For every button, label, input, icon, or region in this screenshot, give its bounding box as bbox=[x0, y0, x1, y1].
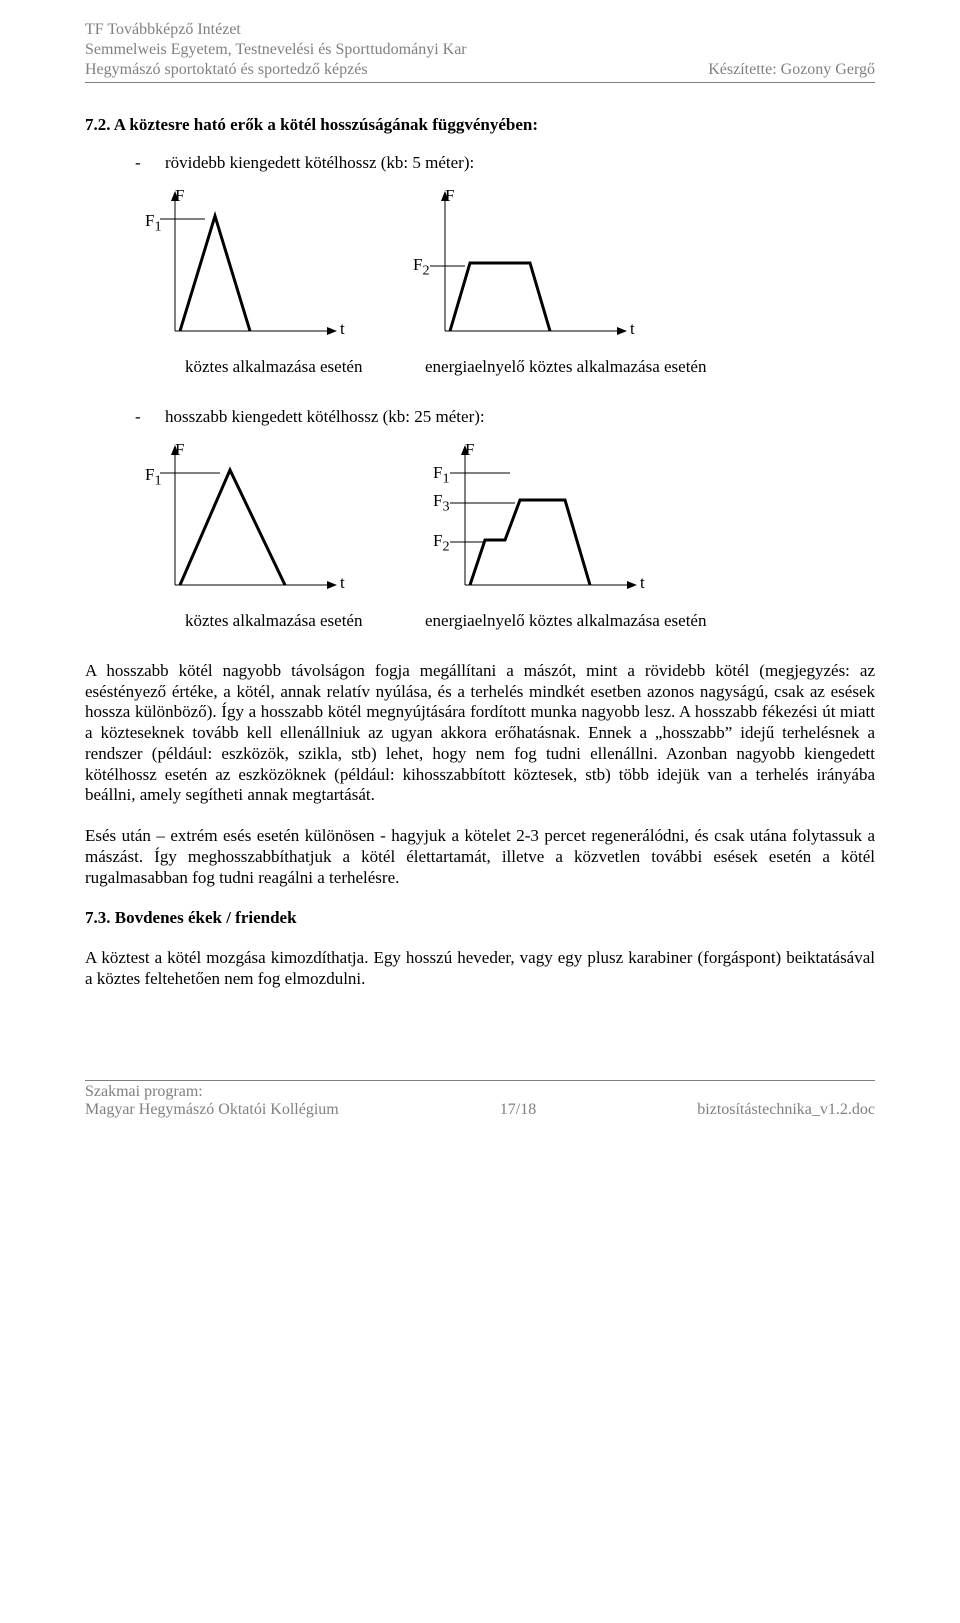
chart-2-right: F F1 F3 F2 t energiaelnyelő köztes alkal… bbox=[425, 445, 706, 631]
section-7-3-title: 7.3. Bovdenes ékek / friendek bbox=[85, 908, 875, 928]
chart-label-F1-2r: F1 bbox=[433, 463, 450, 487]
paragraph-1: A hosszabb kötél nagyobb távolságon fogj… bbox=[85, 661, 875, 806]
chart-1-right-svg bbox=[425, 191, 655, 351]
paragraph-2: Esés után – extrém esés esetén különösen… bbox=[85, 826, 875, 888]
chart-2-right-caption: energiaelnyelő köztes alkalmazása esetén bbox=[425, 611, 706, 631]
chart-label-t-r: t bbox=[630, 319, 635, 339]
page-footer: Szakmai program: Magyar Hegymászó Oktató… bbox=[85, 1080, 875, 1119]
bullet-2-text: hosszabb kiengedett kötélhossz (kb: 25 m… bbox=[165, 407, 485, 427]
section-7-2-title: 7.2. A köztesre ható erők a kötél hosszú… bbox=[85, 115, 875, 135]
footer-left: Magyar Hegymászó Oktatói Kollégium bbox=[85, 1101, 339, 1119]
chart-label-F1: F1 bbox=[145, 211, 162, 235]
chart-1-right-caption: energiaelnyelő köztes alkalmazása esetén bbox=[425, 357, 706, 377]
footer-right: biztosítástechnika_v1.2.doc bbox=[697, 1101, 875, 1119]
header-line-2: Semmelweis Egyetem, Testnevelési és Spor… bbox=[85, 40, 875, 60]
chart-label-F1-2l: F1 bbox=[145, 465, 162, 489]
charts-row-2: F F1 t köztes alkalmazása esetén F F1 F3 bbox=[135, 445, 875, 631]
chart-2-left-caption: köztes alkalmazása esetén bbox=[185, 611, 365, 631]
bullet-1-text: rövidebb kiengedett kötélhossz (kb: 5 mé… bbox=[165, 153, 474, 173]
chart-2-left: F F1 t köztes alkalmazása esetén bbox=[135, 445, 365, 631]
chart-1-left-caption: köztes alkalmazása esetén bbox=[185, 357, 365, 377]
footer-center: 17/18 bbox=[500, 1101, 536, 1119]
page-header: TF Továbbképző Intézet Semmelweis Egyete… bbox=[85, 20, 875, 83]
chart-1-right: F F2 t energiaelnyelő köztes alkalmazása… bbox=[425, 191, 706, 377]
footer-line-1: Szakmai program: bbox=[85, 1083, 875, 1101]
chart-label-F-2l: F bbox=[175, 440, 184, 460]
chart-1-left-svg bbox=[135, 191, 365, 351]
bullet-dash: - bbox=[135, 153, 165, 173]
bullet-dash-2: - bbox=[135, 407, 165, 427]
chart-label-F-2r: F bbox=[465, 440, 474, 460]
chart-2-right-svg bbox=[425, 445, 665, 605]
chart-label-F3-2r: F3 bbox=[433, 491, 450, 515]
chart-label-F2: F2 bbox=[413, 255, 430, 279]
chart-label-t: t bbox=[340, 319, 345, 339]
chart-label-F-r: F bbox=[445, 186, 454, 206]
header-line-1: TF Továbbképző Intézet bbox=[85, 20, 875, 40]
chart-1-left: F F1 t köztes alkalmazása esetén bbox=[135, 191, 365, 377]
header-line-3-right: Készítette: Gozony Gergő bbox=[708, 60, 875, 80]
chart-2-left-svg bbox=[135, 445, 365, 605]
section-7-3-para: A köztest a kötél mozgása kimozdíthatja.… bbox=[85, 948, 875, 989]
chart-label-F2-2r: F2 bbox=[433, 531, 450, 555]
chart-label-t-2l: t bbox=[340, 573, 345, 593]
charts-row-1: F F1 t köztes alkalmazása esetén F F2 t bbox=[135, 191, 875, 377]
header-line-3-left: Hegymászó sportoktató és sportedző képzé… bbox=[85, 60, 368, 80]
chart-label-t-2r: t bbox=[640, 573, 645, 593]
chart-label-F: F bbox=[175, 186, 184, 206]
